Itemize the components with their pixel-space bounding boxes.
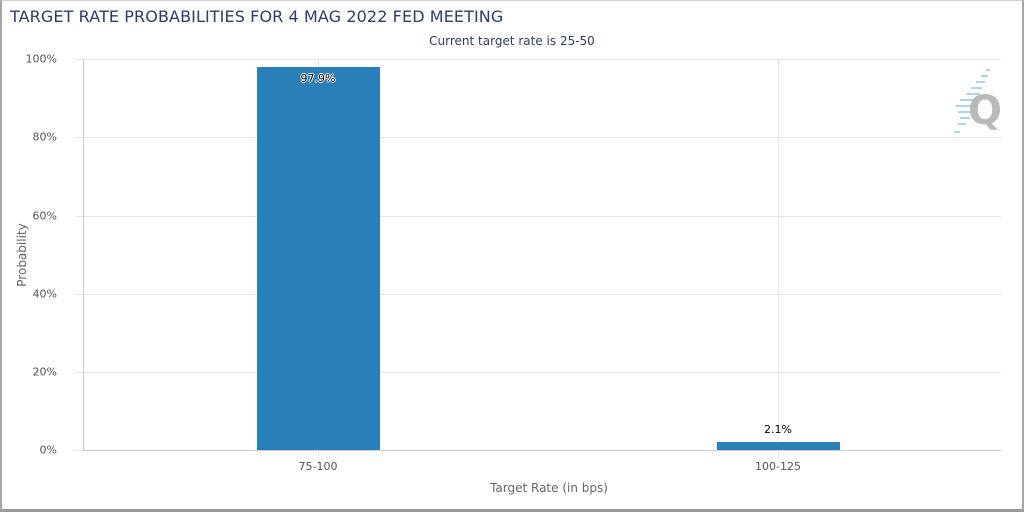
y-axis-line [83, 59, 84, 451]
svg-text:Q: Q [968, 88, 1002, 134]
y-axis-label: Probability [15, 223, 29, 287]
y-tick-mark [75, 59, 83, 60]
y-tick-label: 100% [25, 52, 57, 66]
y-tick-mark [75, 137, 83, 138]
data-label-100-125: 2.1% [764, 423, 792, 436]
gridline-60 [83, 216, 1001, 217]
y-tick-mark [75, 294, 83, 295]
x-tick-label: 75-100 [298, 460, 338, 473]
y-tick-mark [75, 450, 83, 451]
gridline-40 [83, 294, 1001, 295]
gridline-80 [83, 137, 1001, 138]
x-tick-mark [318, 451, 319, 459]
gridline-100 [83, 59, 1001, 60]
q-logo-icon: Q [948, 66, 1004, 140]
x-tick-label: 100-125 [755, 460, 801, 473]
bar-100-125[interactable] [716, 442, 840, 450]
x-axis-line [83, 450, 1001, 451]
y-tick-label: 60% [32, 209, 57, 223]
y-tick-mark [75, 216, 83, 217]
gridline-20 [83, 372, 1001, 373]
y-tick-label: 20% [32, 365, 57, 379]
x-tick-mark [778, 451, 779, 459]
category-gridline [778, 59, 779, 451]
y-tick-label: 80% [32, 130, 57, 144]
y-tick-label: 0% [39, 443, 57, 457]
chart-title: TARGET RATE PROBABILITIES FOR 4 MAG 2022… [10, 7, 504, 26]
data-label-75-100: 97.9% [300, 72, 336, 85]
bar-75-100[interactable] [256, 67, 380, 450]
y-tick-label: 40% [32, 287, 57, 301]
x-axis-label: Target Rate (in bps) [490, 481, 608, 495]
plot-area: 0% 20% 40% 60% 80% 100% 97.9% 2.1% 75-10… [26, 53, 1001, 473]
chart-subtitle: Current target rate is 25-50 [429, 34, 595, 48]
y-tick-mark [75, 372, 83, 373]
